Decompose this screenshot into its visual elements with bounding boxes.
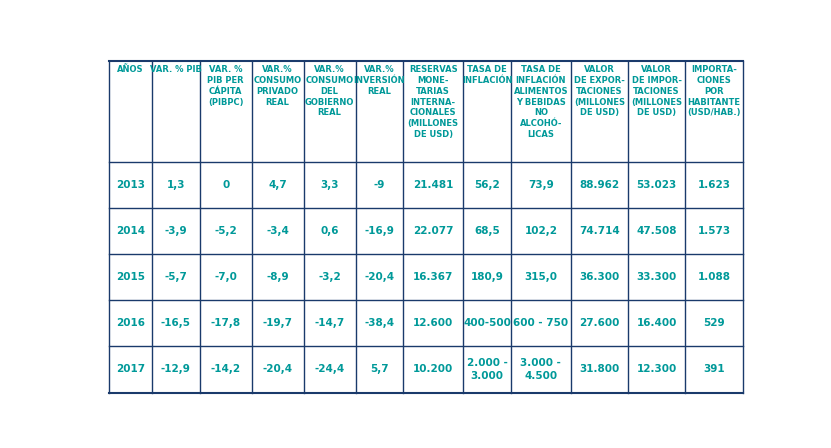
Text: IMPORTA-
CIONES
POR
HABITANTE
(USD/HAB.): IMPORTA- CIONES POR HABITANTE (USD/HAB.) [687, 65, 740, 117]
Text: -19,7: -19,7 [263, 319, 293, 328]
Text: 2.000 -
3.000: 2.000 - 3.000 [466, 358, 508, 381]
Text: 12.300: 12.300 [637, 365, 676, 375]
Text: -16,5: -16,5 [161, 319, 191, 328]
Text: VAR.%
INVERSIÓN
REAL: VAR.% INVERSIÓN REAL [353, 65, 406, 96]
Text: 2014: 2014 [116, 226, 145, 237]
Text: 3,3: 3,3 [320, 181, 339, 190]
Text: -3,4: -3,4 [266, 226, 289, 237]
Text: 3.000 -
4.500: 3.000 - 4.500 [520, 358, 562, 381]
Text: 47.508: 47.508 [637, 226, 676, 237]
Text: 2013: 2013 [116, 181, 145, 190]
Text: -20,4: -20,4 [364, 272, 395, 282]
Text: 21.481: 21.481 [413, 181, 454, 190]
Text: 0: 0 [222, 181, 229, 190]
Text: -7,0: -7,0 [214, 272, 237, 282]
Text: 16.367: 16.367 [413, 272, 454, 282]
Text: 1.623: 1.623 [697, 181, 730, 190]
Text: VALOR
DE IMPOR-
TACIONES
(MILLONES
DE USD): VALOR DE IMPOR- TACIONES (MILLONES DE US… [631, 65, 682, 117]
Text: 600 - 750: 600 - 750 [514, 319, 568, 328]
Text: VAR. % PIB: VAR. % PIB [150, 65, 202, 74]
Text: -16,9: -16,9 [364, 226, 394, 237]
Text: -9: -9 [374, 181, 385, 190]
Text: -3,9: -3,9 [165, 226, 187, 237]
Text: 12.600: 12.600 [413, 319, 453, 328]
Text: -3,2: -3,2 [318, 272, 341, 282]
Text: 0,6: 0,6 [320, 226, 339, 237]
Text: 2017: 2017 [116, 365, 145, 375]
Text: 68,5: 68,5 [475, 226, 500, 237]
Text: -5,7: -5,7 [165, 272, 187, 282]
Text: 16.400: 16.400 [637, 319, 676, 328]
Text: 180,9: 180,9 [470, 272, 504, 282]
Text: 400-500: 400-500 [463, 319, 511, 328]
Text: 2015: 2015 [116, 272, 145, 282]
Text: 4,7: 4,7 [268, 181, 287, 190]
Text: 31.800: 31.800 [579, 365, 620, 375]
Text: 391: 391 [703, 365, 725, 375]
Text: -24,4: -24,4 [314, 365, 345, 375]
Text: 22.077: 22.077 [413, 226, 454, 237]
Text: 36.300: 36.300 [579, 272, 620, 282]
Text: VAR. %
PIB PER
CÁPITA
(PIBPC): VAR. % PIB PER CÁPITA (PIBPC) [207, 65, 244, 107]
Text: 1,3: 1,3 [167, 181, 185, 190]
Text: 102,2: 102,2 [524, 226, 558, 237]
Text: 73,9: 73,9 [528, 181, 553, 190]
Text: 88.962: 88.962 [579, 181, 620, 190]
Text: -14,2: -14,2 [210, 365, 241, 375]
Text: RESERVAS
MONE-
TARIAS
INTERNA-
CIONALES
(MILLONES
DE USD): RESERVAS MONE- TARIAS INTERNA- CIONALES … [408, 65, 459, 139]
Text: 33.300: 33.300 [637, 272, 676, 282]
Text: -5,2: -5,2 [214, 226, 237, 237]
Text: 10.200: 10.200 [413, 365, 453, 375]
Text: 1.573: 1.573 [697, 226, 730, 237]
Text: 315,0: 315,0 [524, 272, 558, 282]
Text: VAR.%
CONSUMO
PRIVADO
REAL: VAR.% CONSUMO PRIVADO REAL [253, 65, 302, 107]
Text: 1.088: 1.088 [697, 272, 730, 282]
Text: 74.714: 74.714 [579, 226, 620, 237]
Text: 56,2: 56,2 [475, 181, 500, 190]
Text: -20,4: -20,4 [263, 365, 293, 375]
Text: TASA DE
INFLACIÓN: TASA DE INFLACIÓN [462, 65, 512, 85]
Text: AÑOS: AÑOS [117, 65, 144, 74]
Text: -17,8: -17,8 [210, 319, 241, 328]
Text: VALOR
DE EXPOR-
TACIONES
(MILLONES
DE USD): VALOR DE EXPOR- TACIONES (MILLONES DE US… [574, 65, 625, 117]
Text: 5,7: 5,7 [370, 365, 389, 375]
Text: 529: 529 [703, 319, 725, 328]
Text: TASA DE
INFLACIÓN
ALIMENTOS
Y BEBIDAS
NO
ALCOHÓ-
LICAS: TASA DE INFLACIÓN ALIMENTOS Y BEBIDAS NO… [514, 65, 568, 139]
Text: 53.023: 53.023 [637, 181, 676, 190]
Text: -14,7: -14,7 [314, 319, 345, 328]
Text: 27.600: 27.600 [579, 319, 620, 328]
Text: -38,4: -38,4 [364, 319, 395, 328]
Text: -12,9: -12,9 [161, 365, 191, 375]
Text: VAR.%
CONSUMO
DEL
GOBIERNO
REAL: VAR.% CONSUMO DEL GOBIERNO REAL [305, 65, 354, 117]
Text: 2016: 2016 [116, 319, 145, 328]
Text: -8,9: -8,9 [266, 272, 289, 282]
